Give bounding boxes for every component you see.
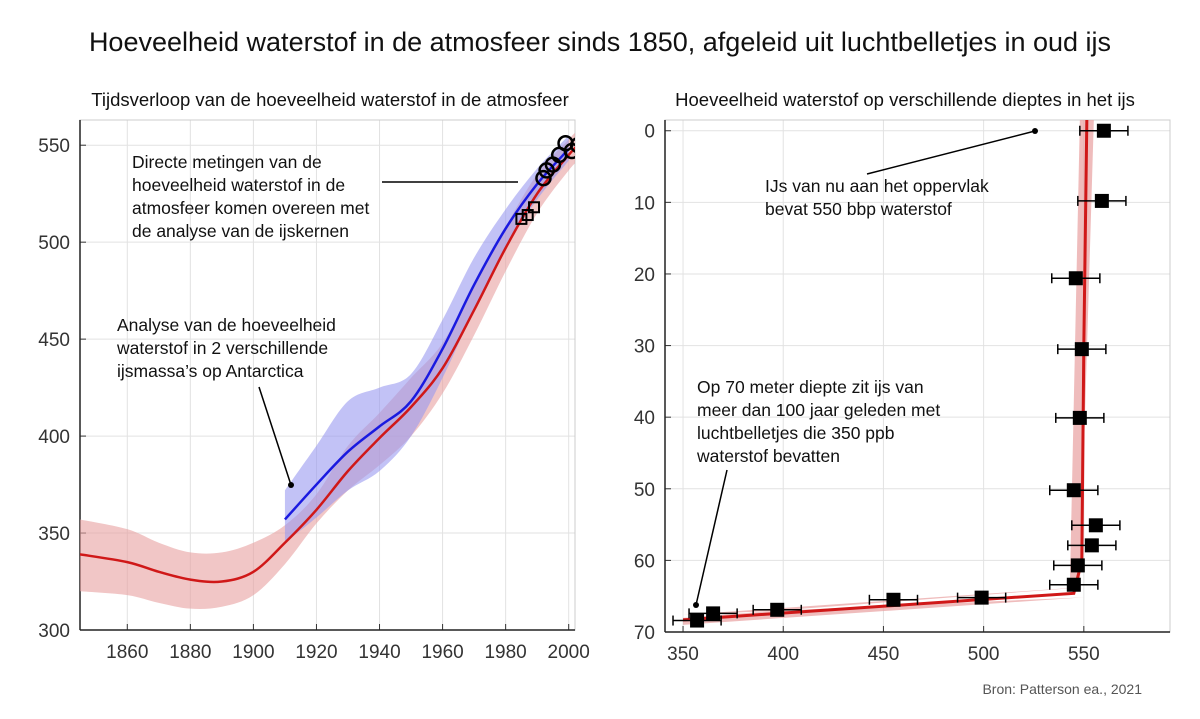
data-point-marker — [1084, 538, 1099, 553]
measurement-square-marker — [528, 201, 541, 214]
annotation-leader-line — [258, 386, 292, 486]
left-x-tick-label: 1940 — [358, 642, 400, 663]
right-x-tick-label: 400 — [767, 644, 799, 665]
measurement-circle-marker — [569, 137, 575, 153]
data-point-marker — [974, 590, 989, 605]
right-x-tick-label: 450 — [868, 644, 900, 665]
annotation-70m-ice-line: waterstof bevatten — [696, 446, 840, 466]
left-y-tick-label: 500 — [38, 233, 70, 254]
left-y-tick-label: 450 — [38, 330, 70, 351]
red-series-line — [80, 146, 575, 584]
right-chart: 350 400 450 500 550 0 10 20 30 40 50 60 70 IJs van nu… — [634, 119, 1171, 665]
data-point-marker — [1074, 342, 1089, 357]
data-point-marker — [1088, 518, 1103, 533]
annotation-leader-line — [866, 130, 1036, 175]
left-plot-area — [80, 132, 575, 609]
right-x-tick-label: 500 — [968, 644, 1000, 665]
left-x-tick-label: 1880 — [169, 642, 211, 663]
left-x-tick-label: 1980 — [484, 642, 526, 663]
data-point-marker — [706, 606, 721, 621]
right-y-tick-label: 10 — [634, 193, 655, 214]
left-x-tick-label: 1920 — [295, 642, 337, 663]
annotation-direct-measurements-line: Directe metingen van de — [132, 152, 322, 172]
right-chart-title: Hoeveelheid waterstof op verschillende d… — [675, 89, 1135, 110]
annotation-70m-ice-line: luchtbelletjes die 350 ppb — [697, 423, 895, 443]
right-y-tick-label: 60 — [634, 551, 655, 572]
annotation-direct-measurements: Directe metingen van de hoeveelheid water… — [132, 152, 369, 241]
left-y-tick-label: 350 — [38, 524, 70, 545]
right-y-tick-label: 0 — [644, 122, 655, 143]
annotation-leader-line — [695, 469, 728, 606]
blue-series-line — [284, 148, 570, 521]
measurement-square-marker — [515, 212, 528, 225]
data-point-marker — [886, 592, 901, 607]
right-y-tick-label: 50 — [634, 480, 655, 501]
left-y-tick-label: 550 — [38, 136, 70, 157]
annotation-leader-dot — [1032, 128, 1038, 134]
annotation-surface-ice-line: IJs van nu aan het oppervlak — [765, 176, 989, 196]
right-y-tick-label: 70 — [634, 623, 655, 644]
annotation-surface-ice-line: bevat 550 bbp waterstof — [765, 199, 952, 219]
blue-uncertainty-band — [284, 135, 569, 543]
annotation-ice-analysis-line: waterstof in 2 verschillende — [116, 338, 328, 358]
right-y-tick-label: 30 — [634, 337, 655, 358]
left-x-tick-label: 1900 — [232, 642, 274, 663]
right-x-tick-label: 350 — [667, 644, 699, 665]
data-point-marker — [1066, 577, 1081, 592]
right-plot-frame — [664, 119, 1171, 633]
data-point-marker — [770, 602, 785, 617]
right-y-tick-label: 40 — [634, 408, 655, 429]
annotation-direct-measurements-line: atmosfeer komen overeen met — [132, 198, 369, 218]
data-point-marker — [1066, 483, 1081, 498]
measurement-circle-marker — [535, 169, 552, 187]
annotation-direct-measurements-line: hoeveelheid waterstof in de — [132, 175, 345, 195]
right-x-tick-label: 550 — [1068, 644, 1100, 665]
left-y-tick-label: 400 — [38, 427, 70, 448]
annotation-70m-ice: Op 70 meter diepte zit ijs van meer dan 1… — [696, 377, 940, 466]
annotation-surface-ice: IJs van nu aan het oppervlak bevat 550 bb… — [765, 176, 989, 219]
measurement-square-marker — [521, 209, 534, 222]
left-x-tick-label: 1960 — [421, 642, 463, 663]
data-point-marker — [1096, 123, 1111, 138]
left-y-tick-label: 300 — [38, 621, 70, 642]
annotation-ice-analysis: Analyse van de hoeveelheid waterstof in 2… — [116, 315, 336, 381]
annotation-leader-dot — [288, 482, 294, 488]
annotation-70m-ice-line: meer dan 100 jaar geleden met — [697, 400, 940, 420]
data-point-marker — [1068, 271, 1083, 286]
left-x-tick-label: 1860 — [106, 642, 148, 663]
figure-title: Hoeveelheid waterstof in de atmosfeer si… — [89, 27, 1111, 57]
left-x-tick-label: 2000 — [548, 642, 590, 663]
data-point-marker — [1072, 410, 1087, 425]
source-note: Bron: Patterson ea., 2021 — [982, 681, 1142, 697]
right-y-tick-label: 20 — [634, 265, 655, 286]
annotation-direct-measurements-line: de analyse van de ijskernen — [132, 221, 349, 241]
left-chart: 1860 1880 1900 1920 1940 1960 1980 2000 300 350 40… — [38, 119, 590, 663]
annotation-ice-analysis-line: ijsmassa’s op Antarctica — [117, 361, 304, 381]
red-uncertainty-band — [80, 132, 575, 609]
data-point-marker — [1070, 558, 1085, 573]
left-chart-title: Tijdsverloop van de hoeveelheid watersto… — [91, 89, 569, 110]
annotation-70m-ice-line: Op 70 meter diepte zit ijs van — [697, 377, 924, 397]
annotation-leader-dot — [693, 602, 699, 608]
data-point-marker — [690, 613, 705, 628]
data-point-marker — [1094, 193, 1109, 208]
annotation-ice-analysis-line: Analyse van de hoeveelheid — [117, 315, 336, 335]
